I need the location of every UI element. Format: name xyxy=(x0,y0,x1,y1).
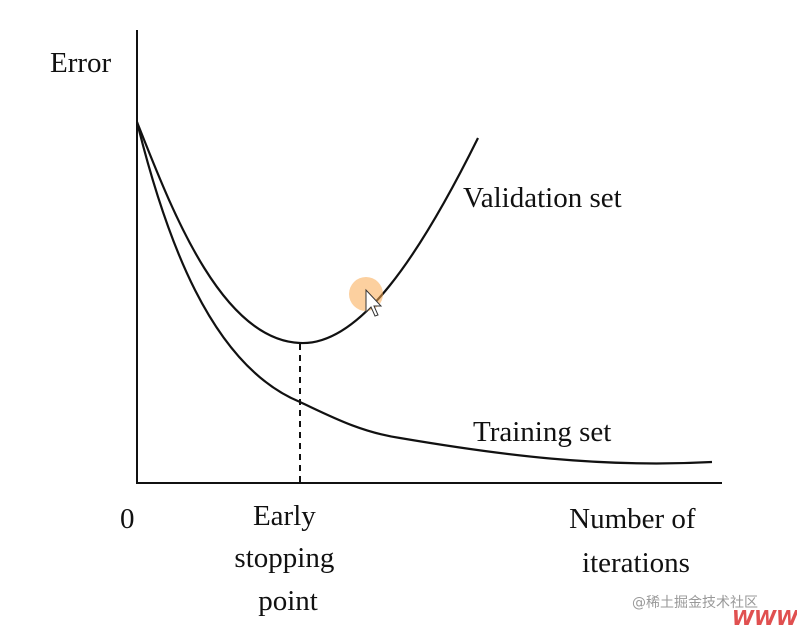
x-label: Number of iterations xyxy=(569,503,703,579)
cursor xyxy=(365,288,383,317)
validation-curve xyxy=(135,121,479,345)
y-label: Error xyxy=(50,47,112,79)
curve-label: Training set xyxy=(473,416,611,448)
curve-label: Validation set xyxy=(463,182,622,214)
watermark: @稀土掘金技术社区 xyxy=(632,595,758,611)
training-curve xyxy=(135,121,713,465)
logo: WWW xyxy=(732,606,797,630)
marker-label: Early stopping point xyxy=(234,500,341,617)
origin-label: 0 xyxy=(120,503,135,535)
